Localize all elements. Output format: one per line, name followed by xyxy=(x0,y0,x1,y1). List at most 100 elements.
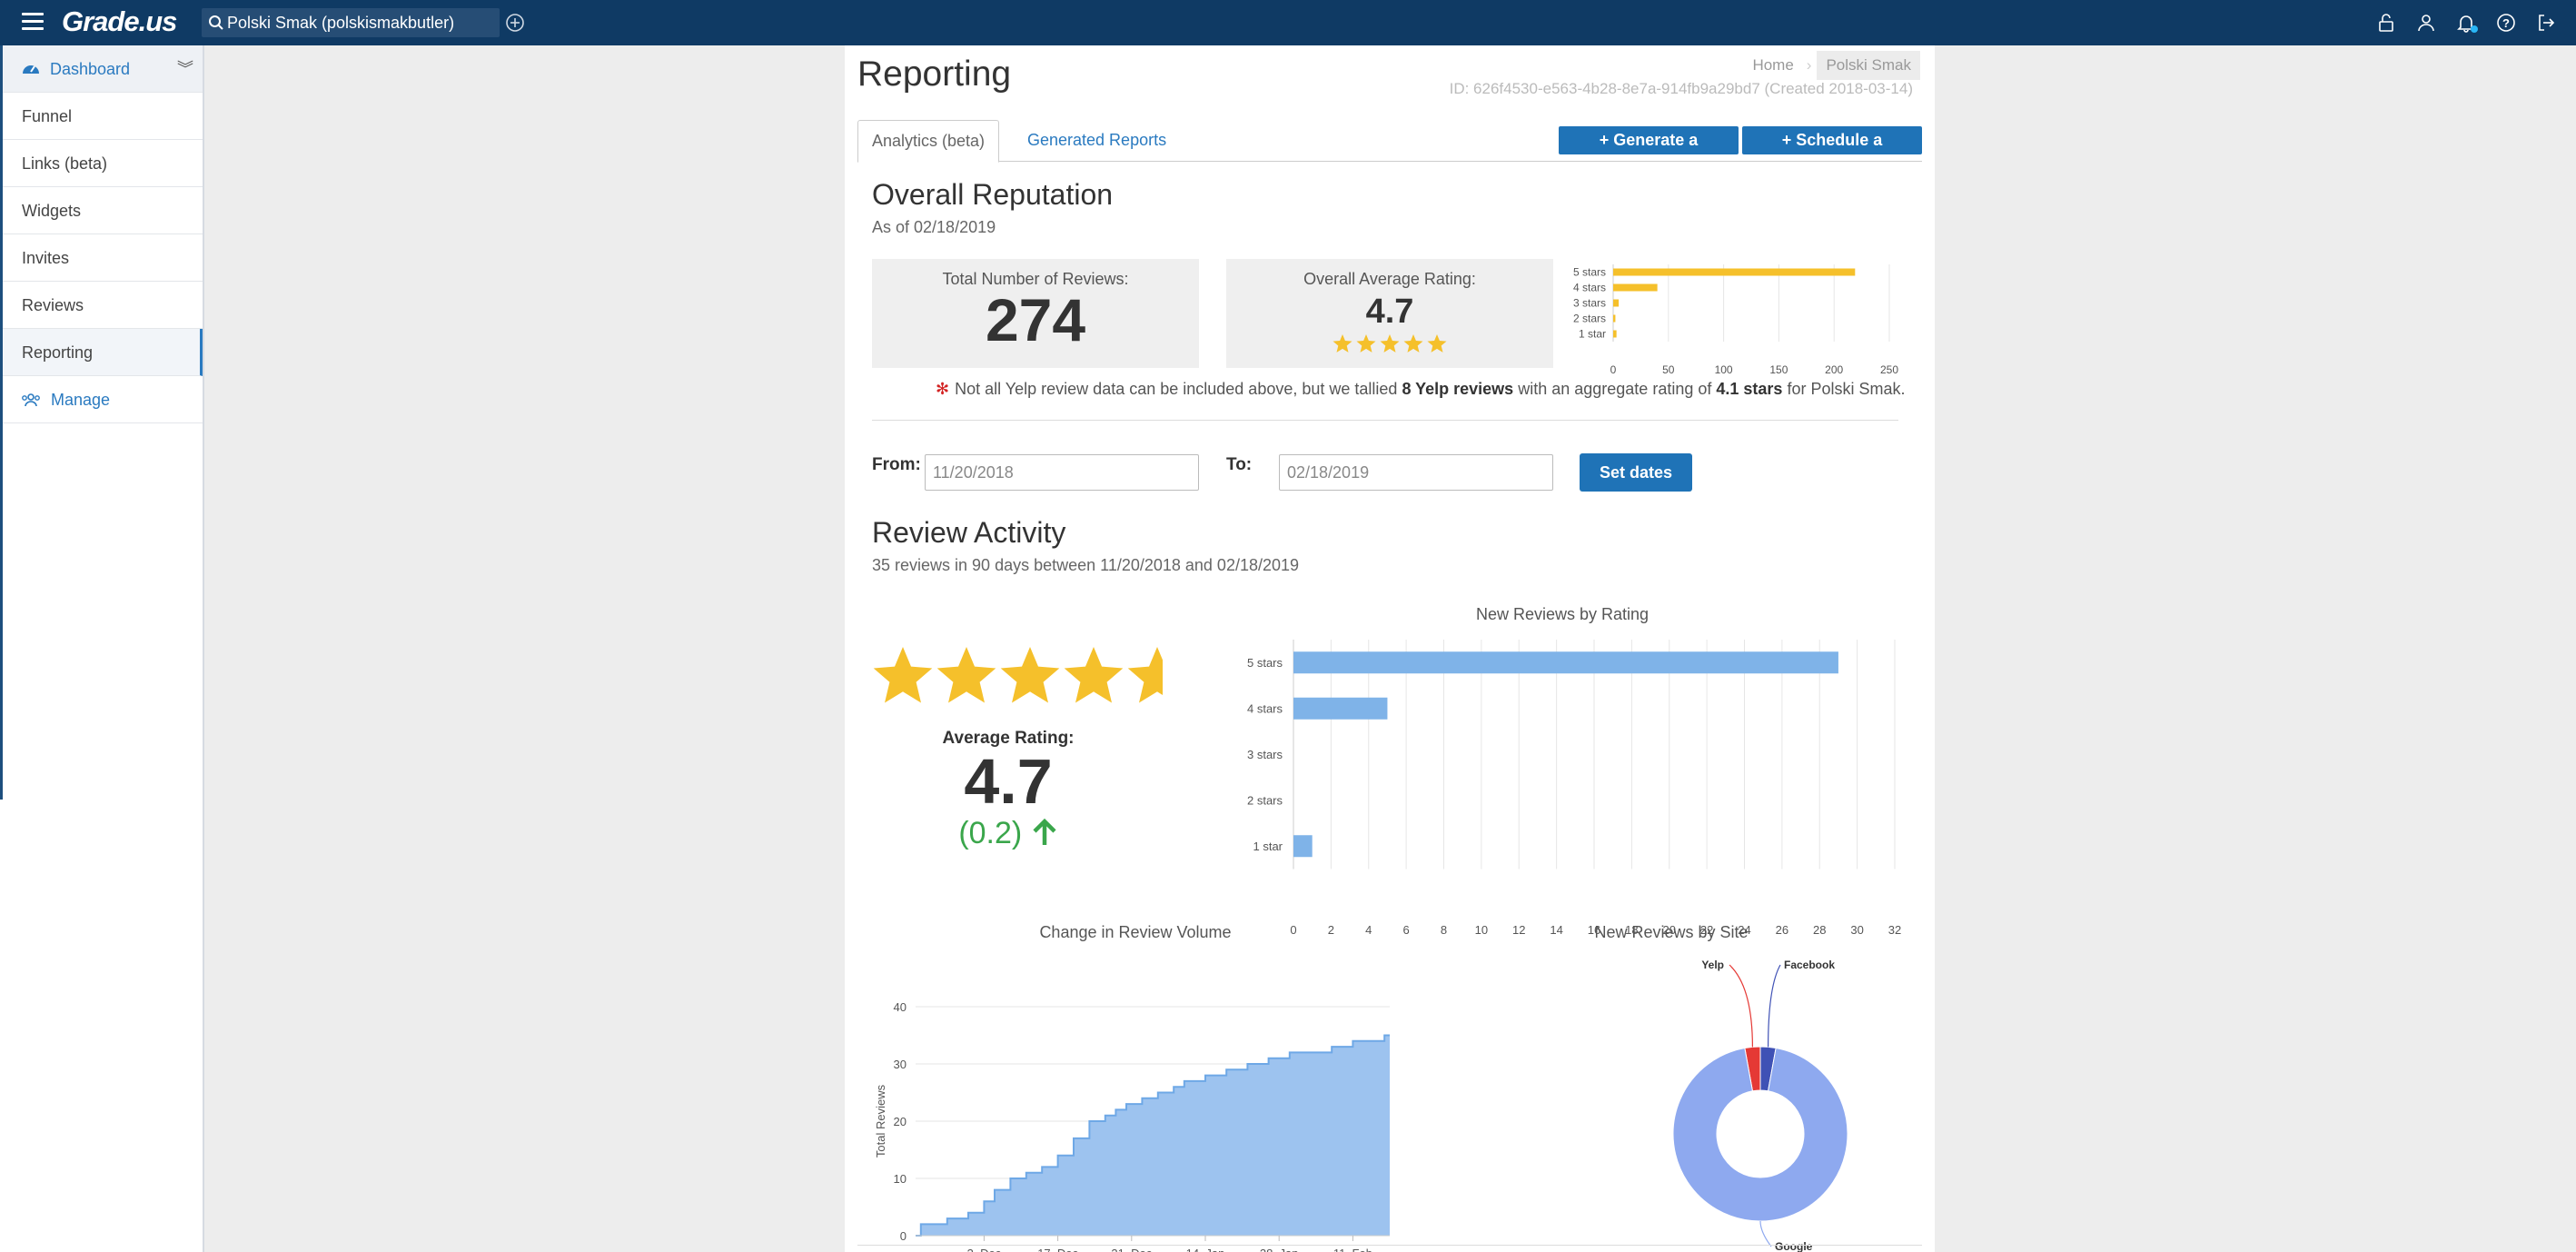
star-icon xyxy=(1000,647,1060,703)
search-icon xyxy=(209,15,223,30)
x-tick-label: 3. Dec xyxy=(967,1247,1002,1252)
x-tick-label: 200 xyxy=(1825,363,1843,376)
star-icon xyxy=(873,647,933,703)
sidebar-item-dashboard[interactable]: Dashboard ︾ xyxy=(0,45,203,93)
avg-rating-label: Overall Average Rating: xyxy=(1303,270,1476,288)
x-tick-label: 6 xyxy=(1403,923,1410,937)
leader-line xyxy=(1729,964,1753,1048)
dashboard-gauge-icon xyxy=(23,65,39,74)
bar xyxy=(1613,283,1658,292)
category-label: 1 star xyxy=(1253,840,1283,853)
x-tick-label: 10 xyxy=(1475,923,1488,937)
yelp-note-pre: Not all Yelp review data can be included… xyxy=(955,380,1398,398)
app-logo[interactable]: Grade.us xyxy=(62,5,177,37)
from-label: From: xyxy=(872,455,921,474)
sidebar-item-reviews[interactable]: Reviews xyxy=(0,282,203,329)
sidebar: Dashboard ︾ Funnel Links (beta) Widgets … xyxy=(0,45,204,1252)
sidebar-item-links[interactable]: Links (beta) xyxy=(0,140,203,187)
notifications-icon[interactable] xyxy=(2454,11,2478,35)
x-tick-label: 4 xyxy=(1365,923,1372,937)
sidebar-item-widgets[interactable]: Widgets xyxy=(0,187,203,234)
x-tick-label: 150 xyxy=(1769,363,1788,376)
help-icon[interactable]: ? xyxy=(2494,11,2518,35)
schedule-report-button[interactable]: + Schedule a Report xyxy=(1742,126,1922,177)
from-date-input[interactable]: 11/20/2018 xyxy=(925,454,1199,491)
new-reviews-by-site-chart: Yelp Facebook Google xyxy=(1672,959,1848,1252)
leader-line xyxy=(1759,1220,1772,1247)
y-tick-label: 20 xyxy=(894,1115,907,1128)
category-label: 5 stars xyxy=(1573,266,1606,279)
tab-generated-reports[interactable]: Generated Reports xyxy=(1027,131,1167,149)
x-tick-label: 18 xyxy=(1625,923,1638,937)
sidebar-manage-label: Manage xyxy=(51,391,111,409)
sidebar-item-manage[interactable]: Manage xyxy=(0,376,203,423)
x-tick-label: 100 xyxy=(1715,363,1733,376)
total-reviews-value: 274 xyxy=(985,286,1086,353)
tab-analytics[interactable]: Analytics (beta) xyxy=(857,120,1000,163)
set-dates-button[interactable]: Set dates xyxy=(1580,453,1692,492)
x-tick-label: 14. Jan xyxy=(1186,1247,1225,1252)
star-icon xyxy=(1427,334,1447,353)
yelp-note: ✻ Not all Yelp review data can be include… xyxy=(936,380,1906,399)
star-icon xyxy=(936,647,996,703)
svg-text:?: ? xyxy=(2502,16,2510,30)
sidebar-item-reporting[interactable]: Reporting xyxy=(0,329,203,376)
breadcrumb-home[interactable]: Home xyxy=(1752,56,1794,74)
x-tick-label: 16 xyxy=(1588,923,1600,937)
breadcrumb: Home › Polski Smak xyxy=(1745,51,1920,80)
y-tick-label: 30 xyxy=(894,1058,907,1071)
x-tick-label: 12 xyxy=(1512,923,1525,937)
rating-stars xyxy=(1333,334,1447,353)
bar xyxy=(1613,314,1616,323)
site-chart-title: New Reviews by Site xyxy=(1594,923,1749,941)
page-title: Reporting xyxy=(857,55,1012,94)
main-panel: Reporting Home › Polski Smak ID: 626f453… xyxy=(845,45,1935,1252)
generate-report-button[interactable]: + Generate a Report xyxy=(1559,126,1739,177)
x-tick-label: 14 xyxy=(1550,923,1562,937)
logout-icon[interactable] xyxy=(2534,11,2558,35)
sidebar-item-funnel[interactable]: Funnel xyxy=(0,93,203,140)
arrow-up-icon xyxy=(1033,818,1056,845)
to-date-input[interactable]: 02/18/2019 xyxy=(1279,454,1553,491)
sidebar-dashboard-label: Dashboard xyxy=(50,60,131,78)
x-tick-label: 20 xyxy=(1663,923,1676,937)
window-edge xyxy=(0,45,3,800)
rating-change-value: (0.2) xyxy=(958,816,1023,850)
activity-avg-label: Average Rating: xyxy=(942,729,1075,748)
collapse-chevron-icon[interactable]: ︾ xyxy=(177,60,193,78)
user-icon[interactable] xyxy=(2414,11,2438,35)
x-tick-label: 0 xyxy=(1610,363,1617,376)
bar xyxy=(1293,835,1313,858)
y-axis-label: Total Reviews xyxy=(874,1084,887,1158)
slice-label: Yelp xyxy=(1701,959,1724,971)
account-search-input[interactable]: Polski Smak (polskismakbutler) xyxy=(202,8,500,37)
unlock-icon[interactable] xyxy=(2374,11,2398,35)
menu-icon[interactable] xyxy=(22,13,44,31)
bar xyxy=(1613,299,1620,307)
to-label: To: xyxy=(1226,455,1253,474)
category-label: 3 stars xyxy=(1573,297,1606,310)
category-label: 1 star xyxy=(1579,328,1606,341)
star-icon xyxy=(1380,334,1400,353)
team-icon xyxy=(22,393,40,407)
sidebar-item-invites[interactable]: Invites xyxy=(0,234,203,282)
report-tabs: Analytics (beta) Generated Reports xyxy=(857,120,1922,163)
star-icon xyxy=(1356,334,1376,353)
category-label: 2 stars xyxy=(1573,313,1606,325)
leader-line xyxy=(1768,964,1781,1048)
category-label: 5 stars xyxy=(1247,656,1283,670)
add-circle-icon[interactable] xyxy=(505,13,525,33)
overall-reputation-title: Overall Reputation xyxy=(872,178,1114,211)
x-tick-label: 22 xyxy=(1700,923,1713,937)
x-tick-label: 17. Dec xyxy=(1037,1247,1078,1252)
x-tick-label: 28. Jan xyxy=(1260,1247,1299,1252)
yelp-aggregate-rating: 4.1 stars xyxy=(1716,380,1783,398)
search-value: Polski Smak (polskismakbutler) xyxy=(227,14,455,32)
total-reviews-box: Total Number of Reviews: 274 xyxy=(872,259,1199,368)
x-tick-label: 11. Feb xyxy=(1333,1247,1372,1252)
review-activity-summary: 35 reviews in 90 days between 11/20/2018… xyxy=(872,556,1300,574)
category-label: 4 stars xyxy=(1247,701,1283,715)
volume-line xyxy=(916,1034,1390,1237)
yelp-note-mid: with an aggregate rating of xyxy=(1518,380,1712,398)
star-icon xyxy=(1064,647,1124,703)
